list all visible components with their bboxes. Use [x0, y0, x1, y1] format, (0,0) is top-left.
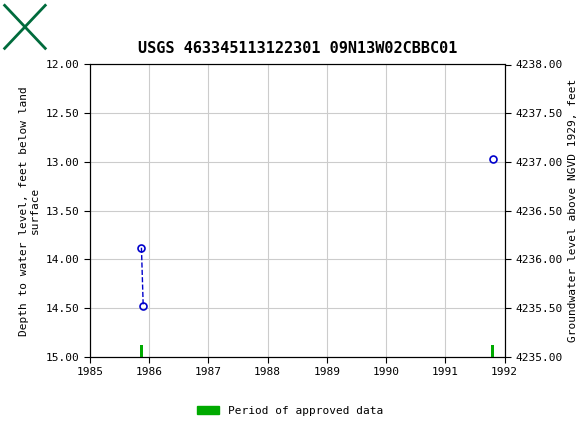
Y-axis label: Depth to water level, feet below land
surface: Depth to water level, feet below land su… — [19, 86, 40, 335]
Title: USGS 463345113122301 09N13W02CBBC01: USGS 463345113122301 09N13W02CBBC01 — [137, 41, 457, 56]
FancyBboxPatch shape — [5, 6, 45, 49]
Text: USGS: USGS — [55, 18, 99, 36]
Bar — [140, 345, 143, 357]
Legend: Period of approved data: Period of approved data — [193, 401, 387, 420]
Bar — [491, 345, 494, 357]
Y-axis label: Groundwater level above NGVD 1929, feet: Groundwater level above NGVD 1929, feet — [568, 79, 578, 342]
